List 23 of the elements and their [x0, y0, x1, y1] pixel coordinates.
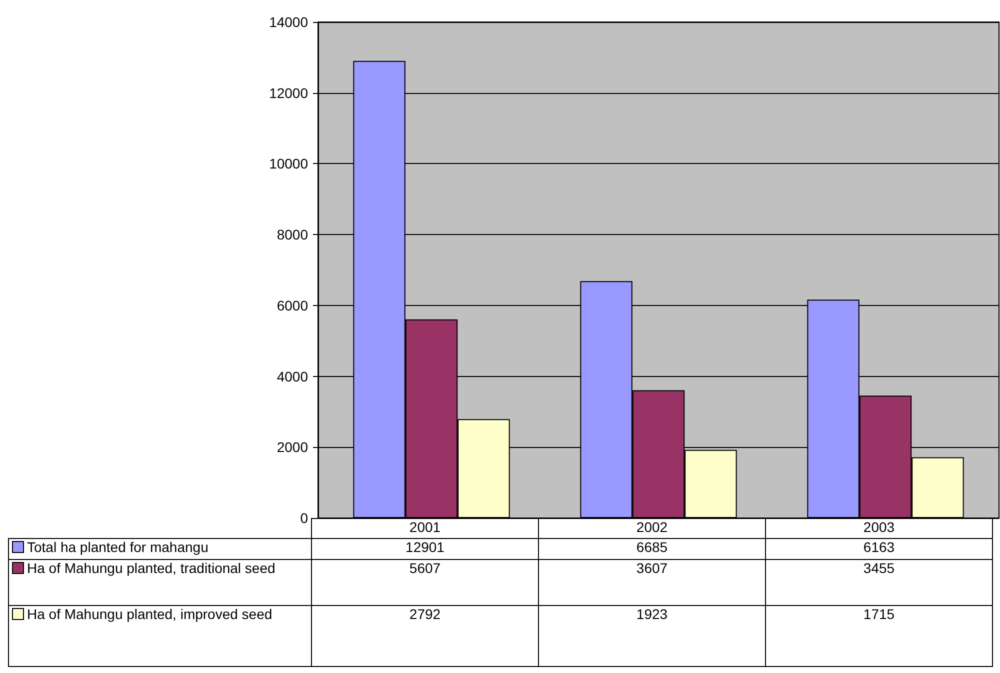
y-tick-label: 2000 [276, 439, 308, 456]
data-label: 12901 [312, 538, 538, 560]
y-tick-label: 8000 [276, 226, 308, 243]
legend-label: Total ha planted for mahangu [8, 538, 312, 560]
y-tick-label: 0 [300, 510, 308, 526]
x-tick-label: 2003 [766, 518, 992, 538]
data-label: 5607 [312, 560, 538, 606]
data-label: 1715 [766, 606, 992, 666]
data-label: 3607 [538, 560, 766, 606]
y-tick-label: 4000 [276, 368, 308, 384]
data-label: 3455 [766, 560, 992, 606]
y-tick-label: 6000 [276, 297, 308, 314]
data-label: 6685 [538, 538, 766, 560]
legend-label: Ha of Mahungu planted, improved seed [8, 606, 312, 666]
y-tick-label: 10000 [269, 156, 308, 172]
x-tick-label: 2001 [312, 518, 538, 538]
data-label: 6163 [766, 538, 992, 560]
y-tick-label: 12000 [269, 84, 308, 101]
data-label: 1923 [538, 606, 766, 666]
y-tick-label: 14000 [269, 14, 308, 30]
x-tick-label: 2002 [538, 518, 766, 538]
legend-label: Ha of Mahungu planted, traditional seed [8, 560, 312, 606]
data-label: 2792 [312, 606, 538, 666]
